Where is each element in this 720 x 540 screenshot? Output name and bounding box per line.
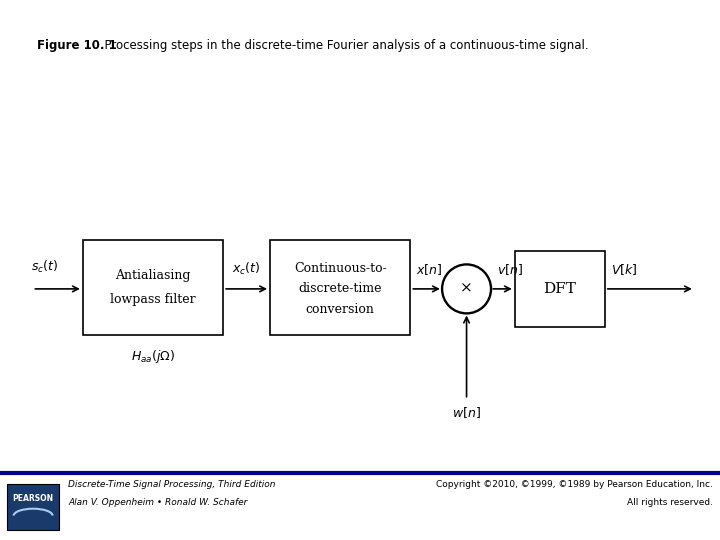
- Text: conversion: conversion: [306, 303, 374, 316]
- Text: lowpass filter: lowpass filter: [110, 293, 196, 306]
- Text: Continuous-to-: Continuous-to-: [294, 262, 387, 275]
- Text: $V[k]$: $V[k]$: [611, 262, 637, 277]
- Text: Processing steps in the discrete-time Fourier analysis of a continuous-time sign: Processing steps in the discrete-time Fo…: [97, 39, 589, 52]
- Text: Figure 10. 1: Figure 10. 1: [37, 39, 117, 52]
- Text: $s_c(t)$: $s_c(t)$: [31, 259, 58, 275]
- Text: Antialiasing: Antialiasing: [115, 269, 191, 282]
- Text: PEARSON: PEARSON: [12, 494, 54, 503]
- Text: Discrete-Tim​e Signal Processing, Third Edition: Discrete-Tim​e Signal Processing, Third …: [68, 480, 276, 489]
- Text: All rights reserved.: All rights reserved.: [627, 498, 713, 507]
- Text: $x_c(t)$: $x_c(t)$: [233, 261, 261, 277]
- Text: discrete-time: discrete-time: [299, 282, 382, 295]
- Bar: [515, 251, 605, 327]
- Text: $w[n]$: $w[n]$: [452, 405, 481, 420]
- Text: ×: ×: [460, 282, 473, 296]
- Text: Alan V. Oppenheim • Ronald W. Schafer: Alan V. Oppenheim • Ronald W. Schafer: [68, 498, 248, 507]
- Text: $x[n]$: $x[n]$: [416, 262, 443, 277]
- Bar: [83, 240, 223, 335]
- Ellipse shape: [442, 265, 491, 313]
- Text: $H_{aa}(j\Omega)$: $H_{aa}(j\Omega)$: [131, 348, 175, 365]
- Text: Copyright ©2010, ©1999, ©1989 by Pearson Education, Inc.: Copyright ©2010, ©1999, ©1989 by Pearson…: [436, 480, 713, 489]
- Bar: [7, 484, 59, 530]
- Text: $v[n]$: $v[n]$: [497, 262, 523, 277]
- Text: DFT: DFT: [544, 282, 576, 296]
- Bar: [270, 240, 410, 335]
